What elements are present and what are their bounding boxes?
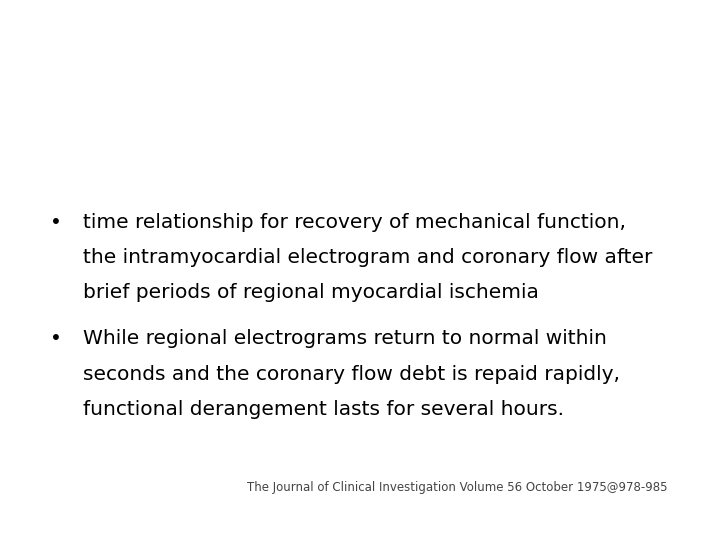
Text: •: • — [50, 329, 62, 348]
Text: •: • — [50, 213, 62, 232]
Text: brief periods of regional myocardial ischemia: brief periods of regional myocardial isc… — [83, 284, 539, 302]
Text: seconds and the coronary flow debt is repaid rapidly,: seconds and the coronary flow debt is re… — [83, 364, 620, 383]
Text: functional derangement lasts for several hours.: functional derangement lasts for several… — [83, 400, 564, 419]
Text: While regional electrograms return to normal within: While regional electrograms return to no… — [83, 329, 607, 348]
Text: the intramyocardial electrogram and coronary flow after: the intramyocardial electrogram and coro… — [83, 248, 652, 267]
Text: The Journal of Clinical Investigation Volume 56 October 1975@978-985: The Journal of Clinical Investigation Vo… — [247, 481, 667, 494]
Text: time relationship for recovery of mechanical function,: time relationship for recovery of mechan… — [83, 213, 626, 232]
